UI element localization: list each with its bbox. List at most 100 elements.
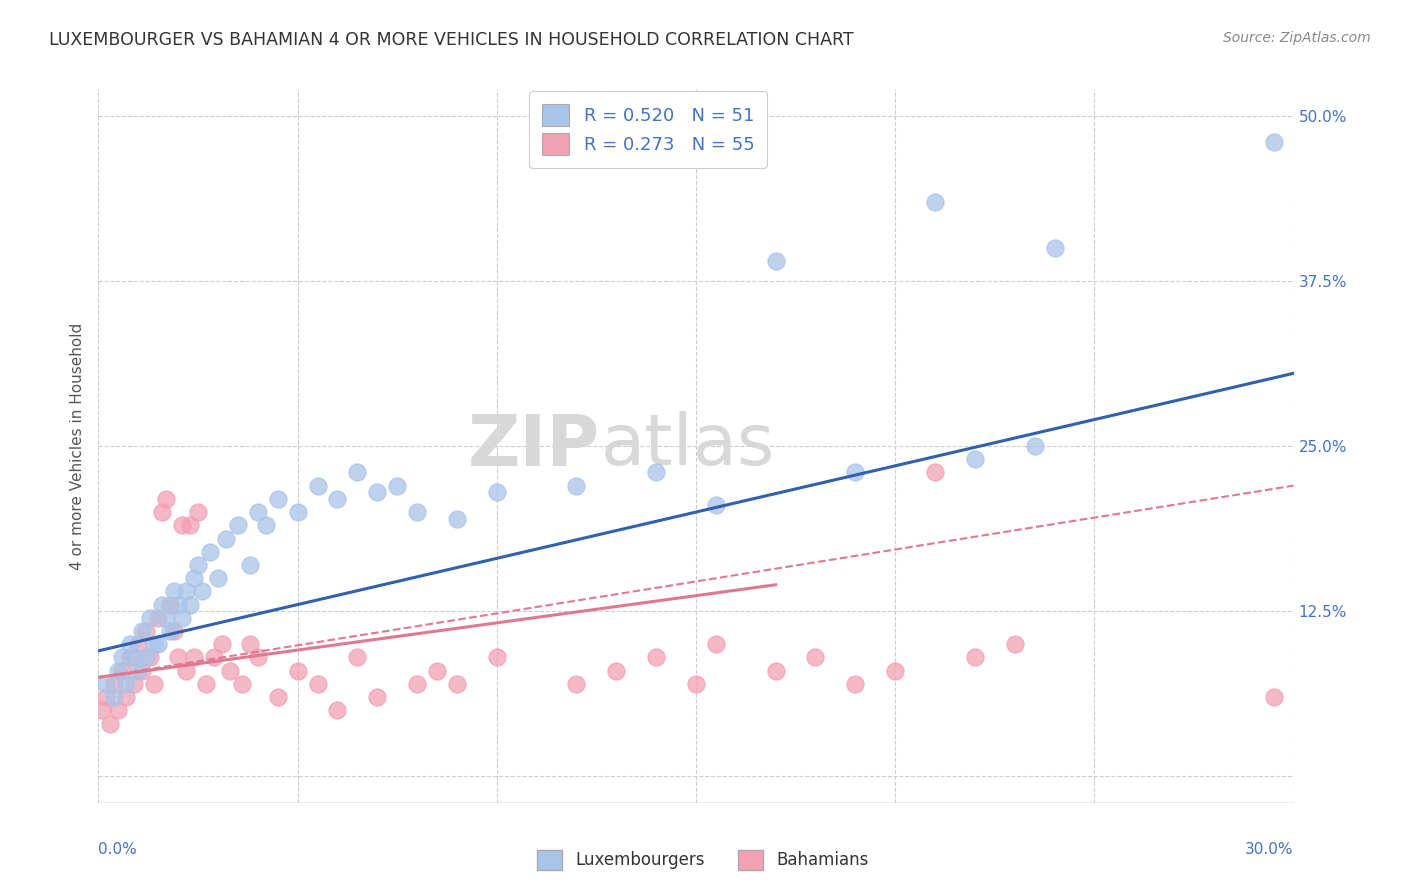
Point: [924, 194, 946, 209]
Point: [172, 611, 194, 625]
Point: [96, 690, 118, 704]
Point: [246, 505, 269, 519]
Point: [267, 491, 290, 506]
Point: [406, 505, 429, 519]
Point: [346, 650, 368, 665]
Point: [139, 611, 162, 625]
Point: [385, 478, 409, 492]
Point: [111, 650, 134, 665]
Point: [366, 485, 388, 500]
Point: [179, 518, 201, 533]
Point: [159, 598, 181, 612]
Point: [406, 677, 429, 691]
Text: ZIP: ZIP: [468, 411, 600, 481]
Point: [127, 664, 149, 678]
Point: [120, 637, 142, 651]
Point: [100, 716, 122, 731]
Point: [246, 650, 269, 665]
Point: [187, 558, 209, 572]
Point: [963, 452, 986, 467]
Text: LUXEMBOURGER VS BAHAMIAN 4 OR MORE VEHICLES IN HOUSEHOLD CORRELATION CHART: LUXEMBOURGER VS BAHAMIAN 4 OR MORE VEHIC…: [49, 31, 853, 49]
Point: [844, 677, 866, 691]
Point: [167, 650, 190, 665]
Point: [139, 650, 162, 665]
Point: [135, 650, 157, 665]
Point: [307, 478, 329, 492]
Point: [239, 558, 262, 572]
Point: [1024, 439, 1046, 453]
Point: [107, 664, 129, 678]
Point: [605, 664, 627, 678]
Point: [446, 677, 468, 691]
Point: [1004, 637, 1026, 651]
Text: 30.0%: 30.0%: [1246, 842, 1294, 857]
Point: [215, 532, 238, 546]
Point: [135, 624, 157, 638]
Point: [111, 664, 134, 678]
Text: atlas: atlas: [600, 411, 775, 481]
Point: [143, 637, 166, 651]
Point: [124, 677, 146, 691]
Point: [191, 584, 214, 599]
Text: Source: ZipAtlas.com: Source: ZipAtlas.com: [1223, 31, 1371, 45]
Point: [124, 650, 146, 665]
Point: [198, 545, 221, 559]
Point: [765, 254, 787, 268]
Point: [267, 690, 290, 704]
Point: [163, 624, 186, 638]
Point: [183, 571, 205, 585]
Point: [645, 650, 668, 665]
Point: [765, 664, 787, 678]
Point: [963, 650, 986, 665]
Point: [107, 703, 129, 717]
Point: [704, 637, 727, 651]
Point: [167, 598, 190, 612]
Point: [884, 664, 907, 678]
Point: [103, 690, 125, 704]
Point: [172, 518, 194, 533]
Point: [159, 624, 181, 638]
Point: [307, 677, 329, 691]
Point: [1263, 690, 1285, 704]
Point: [174, 584, 197, 599]
Point: [183, 650, 205, 665]
Point: [163, 584, 186, 599]
Point: [103, 677, 125, 691]
Point: [565, 677, 588, 691]
Point: [254, 518, 277, 533]
Point: [131, 624, 153, 638]
Point: [211, 637, 233, 651]
Point: [150, 505, 173, 519]
Point: [346, 466, 368, 480]
Point: [120, 650, 142, 665]
Point: [645, 466, 668, 480]
Point: [207, 571, 229, 585]
Point: [326, 491, 349, 506]
Point: [844, 466, 866, 480]
Point: [565, 478, 588, 492]
Legend: R = 0.520   N = 51, R = 0.273   N = 55: R = 0.520 N = 51, R = 0.273 N = 55: [530, 91, 766, 168]
Point: [179, 598, 201, 612]
Point: [804, 650, 827, 665]
Point: [287, 664, 309, 678]
Point: [148, 637, 170, 651]
Point: [485, 485, 508, 500]
Point: [202, 650, 225, 665]
Point: [148, 611, 170, 625]
Point: [115, 690, 138, 704]
Point: [239, 637, 262, 651]
Legend: Luxembourgers, Bahamians: Luxembourgers, Bahamians: [530, 843, 876, 877]
Point: [426, 664, 449, 678]
Point: [115, 677, 138, 691]
Point: [366, 690, 388, 704]
Point: [174, 664, 197, 678]
Point: [287, 505, 309, 519]
Point: [187, 505, 209, 519]
Point: [326, 703, 349, 717]
Y-axis label: 4 or more Vehicles in Household: 4 or more Vehicles in Household: [69, 322, 84, 570]
Point: [143, 677, 166, 691]
Point: [155, 611, 177, 625]
Point: [96, 677, 118, 691]
Point: [91, 703, 114, 717]
Point: [685, 677, 707, 691]
